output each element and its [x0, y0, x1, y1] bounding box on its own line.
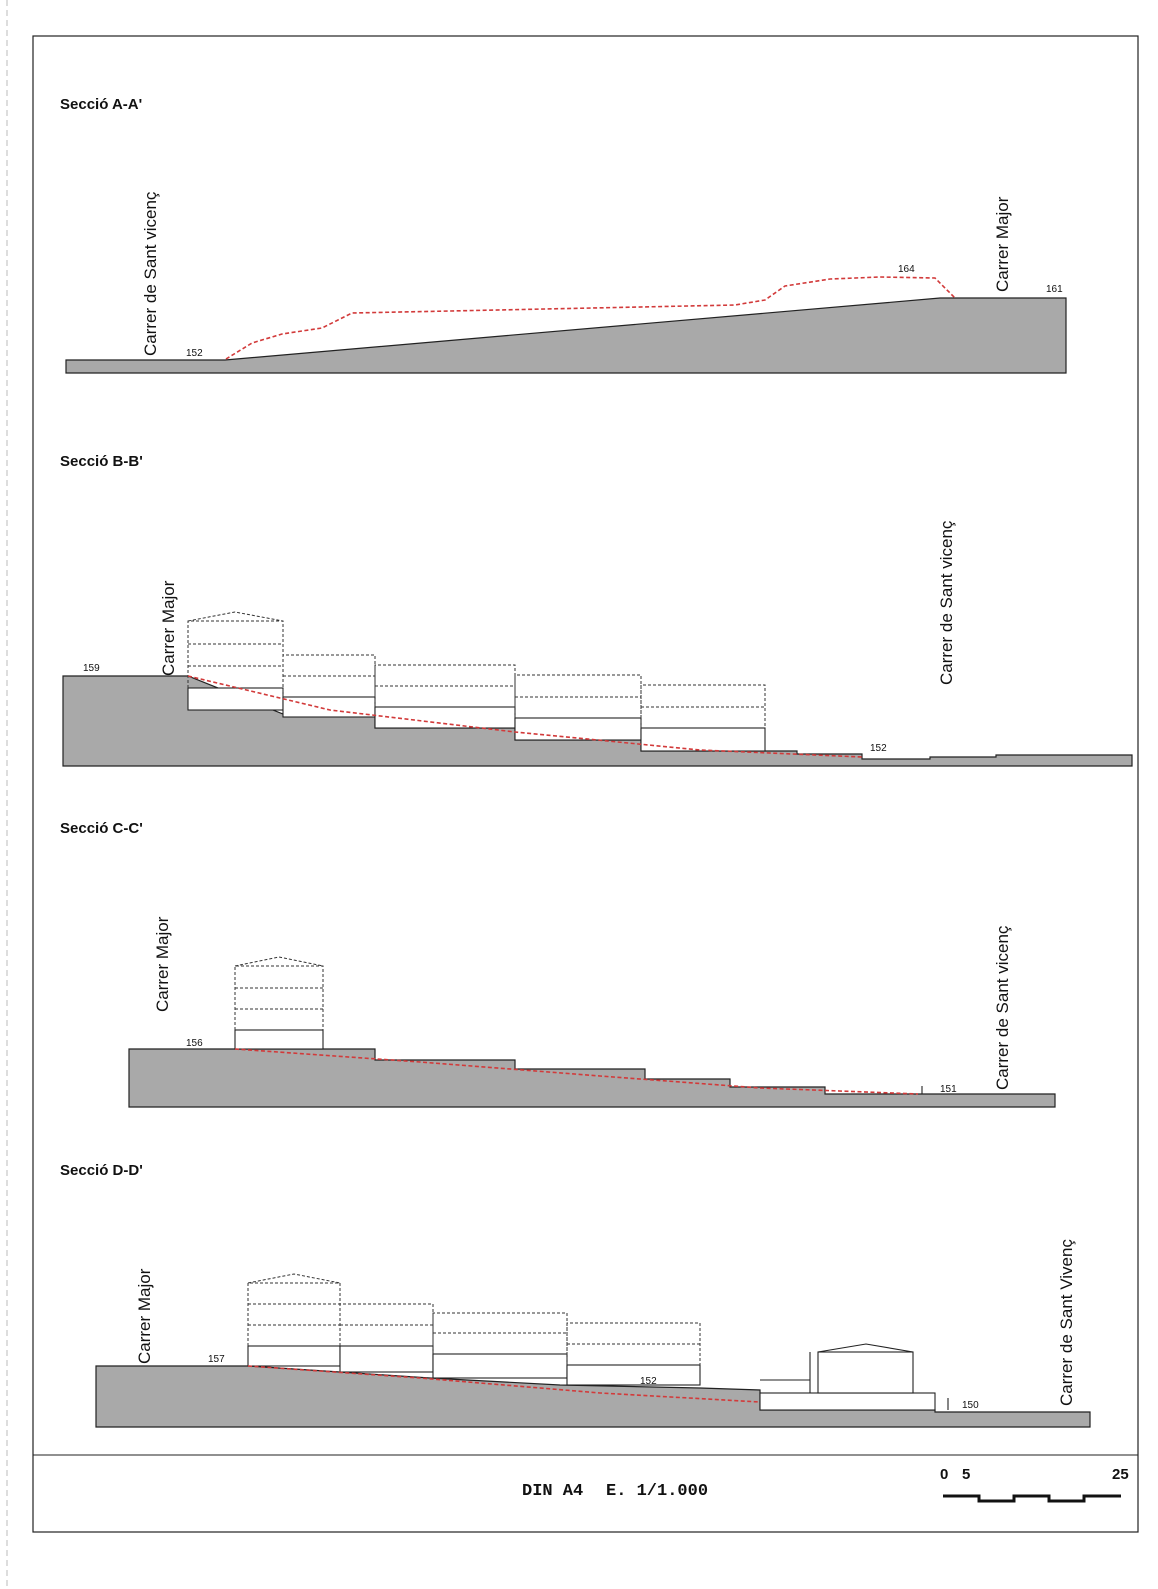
- section-a-original-terrain: [225, 276, 956, 360]
- section-d-building-3: [432, 1353, 568, 1379]
- section-b-building-5: [640, 727, 766, 752]
- footer: DIN A4 E. 1/1.000 0 5 25: [522, 1466, 1129, 1503]
- scale-bar-line: [943, 1494, 1121, 1503]
- section-d-warehouse: [817, 1351, 914, 1394]
- section-c: Secció C-C' Carrer Major Carrer de Sant …: [60, 820, 1056, 1108]
- section-b-building-1-upper: [187, 620, 284, 688]
- scale-bar: 0 5 25: [940, 1466, 1129, 1503]
- section-d-warehouse-roof: [817, 1343, 914, 1353]
- paper-format: DIN A4: [522, 1482, 583, 1501]
- section-c-original-terrain: [234, 1048, 919, 1095]
- scale-bar-start: 0: [940, 1466, 948, 1483]
- section-d-lower-platform: [759, 1392, 936, 1411]
- section-a-street-right: Carrer Major: [993, 196, 1012, 292]
- section-a-elevation-peak: 164: [898, 264, 915, 275]
- scale-ratio: E. 1/1.000: [606, 1482, 708, 1501]
- section-c-ground: [128, 1048, 1056, 1108]
- scale-bar-mid: 5: [962, 1466, 970, 1483]
- section-d-building-1-upper: [247, 1282, 341, 1346]
- section-a-elevation-low: 152: [186, 348, 203, 359]
- section-b: Secció B-B' Carrer Major Carrer de Sant …: [60, 453, 1133, 767]
- section-d-elevation-mid: 152: [640, 1376, 657, 1387]
- section-b-building-4: [514, 717, 642, 741]
- section-b-street-right: Carrer de Sant vicenç: [937, 520, 956, 685]
- section-b-building-3: [374, 706, 516, 729]
- section-d-building-1: [247, 1345, 341, 1367]
- section-b-elevation-left: 159: [83, 663, 100, 674]
- outer-frame: [32, 35, 1139, 1533]
- section-c-elevation-right: 151: [940, 1084, 957, 1095]
- scale-bar-end: 25: [1112, 1466, 1129, 1483]
- section-b-street-left: Carrer Major: [159, 580, 178, 676]
- section-d-street-left: Carrer Major: [135, 1268, 154, 1364]
- section-a-street-left: Carrer de Sant vicenç: [141, 191, 160, 356]
- section-c-elevation-left: 156: [186, 1038, 203, 1049]
- section-d-original-terrain: [247, 1365, 761, 1403]
- section-b-title: Secció B-B': [60, 453, 143, 470]
- section-c-street-left: Carrer Major: [153, 916, 172, 1012]
- section-c-building: [234, 1029, 324, 1050]
- section-d-b1-roof: [247, 1273, 341, 1284]
- section-b-building-1: [187, 687, 284, 711]
- section-a: Secció A-A' Carrer de Sant vicenç Carrer…: [60, 96, 1067, 374]
- section-c-title: Secció C-C': [60, 820, 143, 837]
- section-d-building-4: [566, 1364, 701, 1386]
- section-d-elevation-left: 157: [208, 1354, 225, 1365]
- section-c-building-upper: [234, 965, 324, 1030]
- section-c-roof: [234, 956, 324, 967]
- section-b-original-terrain: [187, 675, 863, 758]
- section-c-street-right: Carrer de Sant vicenç: [993, 925, 1012, 1090]
- section-d: Secció D-D' Carrer Major Carrer de Sant …: [60, 1162, 1091, 1428]
- section-d-building-2: [339, 1345, 434, 1373]
- section-d-elevation-right: 150: [962, 1400, 979, 1411]
- section-b-b1-roof: [187, 611, 284, 622]
- section-a-ground: [65, 297, 1067, 374]
- section-d-street-right: Carrer de Sant Vivenç: [1057, 1239, 1076, 1406]
- section-d-title: Secció D-D': [60, 1162, 143, 1179]
- section-a-elevation-right: 161: [1046, 284, 1063, 295]
- section-a-title: Secció A-A': [60, 96, 142, 113]
- section-b-elevation-right: 152: [870, 743, 887, 754]
